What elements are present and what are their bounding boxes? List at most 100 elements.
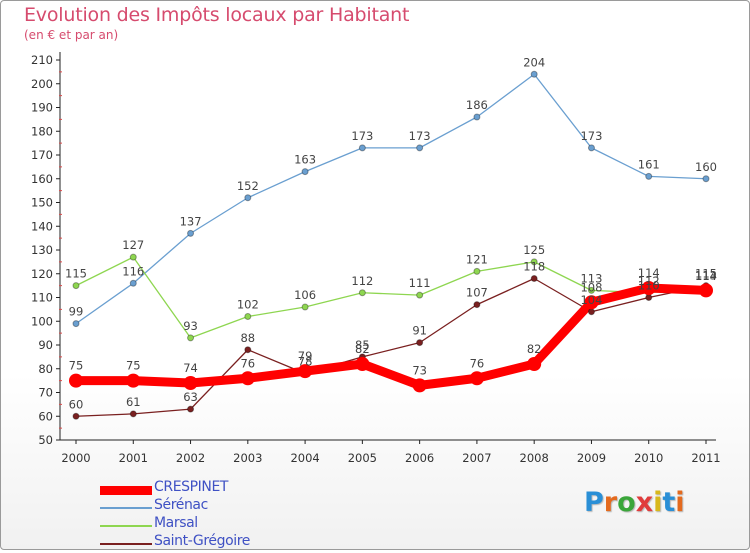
data-point-saint-gregoire: [244, 346, 252, 354]
data-label-saint-gregoire: 61: [126, 395, 141, 409]
data-label-marsal: 112: [638, 274, 660, 288]
data-label-serenac: 137: [180, 214, 202, 228]
chart-data-labels: 99 116 137 152 163 173 173 186 204 173 161 160 115 12…: [65, 55, 717, 411]
chart-points: [69, 70, 713, 420]
data-label-marsal: 106: [294, 288, 316, 302]
data-point-marsal: [244, 313, 252, 320]
data-label-saint-gregoire: 115: [695, 267, 717, 281]
logo-letter: t: [662, 487, 676, 518]
legend-label-crespinet: CRESPINET: [154, 479, 229, 495]
x-tick-label: 2008: [520, 451, 549, 465]
data-label-marsal: 102: [237, 298, 259, 312]
y-tick-label: 100: [31, 314, 53, 328]
legend-swatch-serenac: [100, 507, 152, 509]
data-point-saint-gregoire: [587, 308, 595, 316]
data-point-crespinet: [469, 371, 484, 386]
data-label-crespinet: 74: [183, 361, 198, 375]
logo-letter: P: [584, 487, 604, 518]
logo-letter: i: [675, 487, 685, 518]
data-label-marsal: 114: [695, 269, 717, 283]
legend-label-serenac: Sérénac: [154, 497, 208, 513]
y-tick-label: 160: [31, 172, 53, 186]
data-label-crespinet: 82: [355, 342, 370, 356]
logo-letter: i: [653, 487, 663, 518]
data-point-saint-gregoire: [473, 301, 481, 309]
data-label-serenac: 173: [580, 129, 602, 143]
data-label-marsal: 113: [580, 271, 602, 285]
data-point-marsal: [358, 289, 366, 297]
legend-label-marsal: Marsal: [154, 515, 198, 531]
y-tick-label: 140: [31, 219, 53, 233]
y-tick-label: 150: [31, 196, 53, 210]
data-point-crespinet: [699, 283, 713, 298]
data-point-saint-gregoire: [530, 275, 538, 282]
logo-letter: x: [635, 487, 654, 518]
chart-series: [71, 73, 711, 417]
x-tick-label: 2002: [176, 451, 205, 465]
data-label-saint-gregoire: 88: [240, 331, 255, 345]
data-point-serenac: [358, 144, 366, 152]
data-label-saint-gregoire: 91: [412, 324, 427, 338]
logo-letter: o: [617, 487, 636, 518]
data-label-serenac: 163: [294, 153, 316, 167]
data-label-saint-gregoire: 110: [638, 279, 660, 293]
data-label-marsal: 127: [122, 238, 144, 252]
x-tick-label: 2009: [577, 451, 606, 465]
data-label-saint-gregoire: 78: [298, 355, 313, 369]
data-point-serenac: [187, 229, 195, 237]
data-label-crespinet: 75: [126, 359, 141, 373]
data-point-serenac: [244, 194, 252, 202]
data-label-serenac: 173: [409, 129, 431, 143]
series-line-marsal: [75, 256, 707, 339]
data-point-serenac: [530, 70, 538, 78]
data-label-saint-gregoire: 107: [466, 286, 488, 300]
x-tick-label: 2000: [61, 451, 90, 465]
data-label-marsal: 93: [183, 319, 198, 333]
data-label-serenac: 161: [638, 157, 660, 171]
y-tick-label: 190: [31, 101, 53, 115]
data-label-crespinet: 82: [527, 342, 542, 356]
data-point-crespinet: [126, 373, 141, 388]
data-label-crespinet: 114: [638, 266, 660, 280]
data-label-serenac: 116: [122, 264, 144, 278]
data-label-serenac: 160: [695, 160, 717, 174]
data-point-saint-gregoire: [72, 412, 80, 420]
data-label-saint-gregoire: 85: [355, 338, 370, 352]
x-tick-label: 2006: [405, 451, 434, 465]
data-point-serenac: [645, 172, 653, 180]
x-tick-label: 2004: [290, 451, 319, 465]
x-tick-label: 2011: [691, 451, 720, 465]
data-label-marsal: 125: [523, 243, 545, 257]
y-tick-label: 70: [38, 386, 53, 400]
y-tick-label: 60: [38, 409, 53, 423]
y-tick-label: 80: [38, 362, 53, 376]
data-label-serenac: 99: [69, 305, 84, 319]
data-point-saint-gregoire: [129, 410, 137, 418]
data-label-crespinet: 113: [695, 268, 717, 282]
y-tick-label: 120: [31, 267, 53, 281]
data-label-saint-gregoire: 63: [183, 390, 198, 404]
chart-subtitle: (en € et par an): [24, 28, 119, 42]
data-label-crespinet: 73: [412, 363, 427, 377]
data-point-crespinet: [298, 364, 313, 379]
data-label-marsal: 121: [466, 252, 488, 266]
data-label-marsal: 111: [409, 276, 431, 290]
data-label-crespinet: 108: [580, 280, 602, 294]
data-point-saint-gregoire: [187, 405, 195, 413]
data-point-marsal: [473, 267, 481, 275]
y-tick-label: 170: [31, 148, 53, 162]
data-point-crespinet: [240, 371, 255, 386]
data-label-saint-gregoire: 118: [523, 260, 545, 274]
y-tick-label: 90: [38, 338, 53, 352]
data-point-crespinet: [183, 376, 198, 390]
logo-letter: r: [603, 487, 618, 518]
legend-swatch-saint-gregoire: [100, 543, 152, 545]
data-label-marsal: 112: [351, 274, 373, 288]
x-tick-label: 2001: [119, 451, 148, 465]
data-label-serenac: 204: [523, 55, 545, 69]
y-tick-label: 50: [38, 433, 53, 447]
legend-swatch-marsal: [100, 525, 152, 527]
data-label-serenac: 173: [351, 129, 373, 143]
series-line-crespinet: [71, 283, 711, 390]
